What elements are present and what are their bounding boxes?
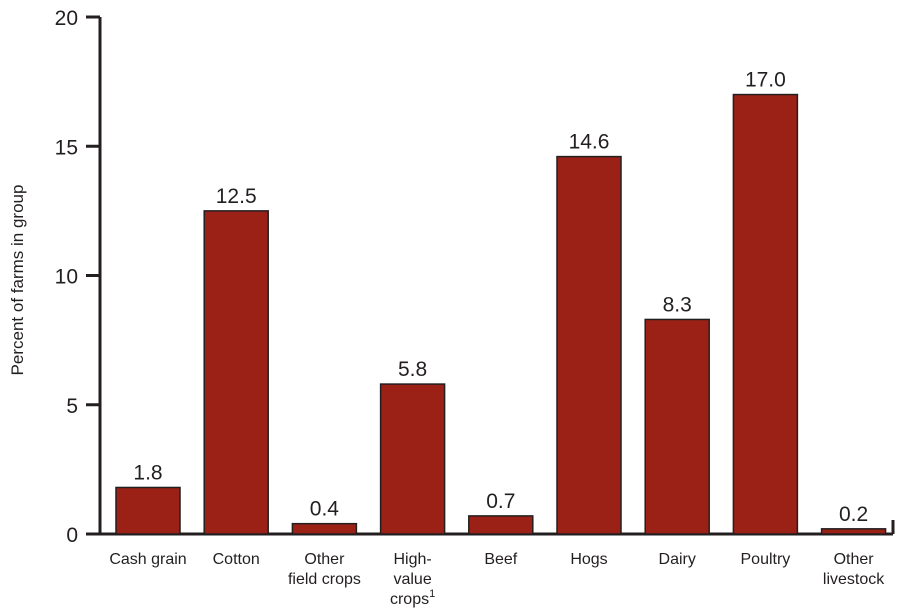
category-label-line: Other [304, 551, 345, 568]
category-label-line: livestock [823, 571, 885, 588]
category-label: Dairy [659, 551, 696, 568]
bar [379, 383, 446, 535]
category-label-line: Other [834, 551, 875, 568]
y-tick-label: 20 [55, 7, 78, 30]
data-label: 1.8 [133, 461, 162, 484]
bar [468, 515, 534, 535]
category-label-line: High- [393, 551, 431, 568]
category-label-line: Dairy [659, 551, 696, 568]
bar [115, 486, 181, 535]
category-label-line: Beef [484, 551, 517, 568]
labels: 1.8 Cash grain 12.5 Cotton 0.4 Other field cro… [109, 69, 885, 608]
data-label: 0.7 [486, 490, 515, 513]
category-label: Hogs [570, 551, 607, 568]
y-tick-label: 10 [55, 266, 78, 289]
data-label: 0.4 [310, 498, 340, 521]
category-label-line: field crops [288, 571, 361, 588]
data-label: 17.0 [745, 69, 786, 92]
data-label: 12.5 [216, 185, 257, 208]
category-label: Cotton [213, 551, 260, 568]
category-label-line: Poultry [741, 551, 791, 568]
y-tick-label: 0 [66, 524, 78, 547]
footnote-mark: 1 [429, 588, 435, 600]
data-label: 14.6 [569, 131, 610, 154]
category-label-line: crops [390, 591, 429, 608]
bar [732, 93, 799, 535]
bars [115, 93, 887, 535]
category-label-line: value [393, 571, 431, 588]
category-label: Beef [484, 551, 517, 568]
bar [820, 528, 887, 535]
category-label: Cash grain [109, 551, 186, 568]
data-label: 0.2 [839, 503, 868, 526]
category-label-line: Hogs [570, 551, 607, 568]
bar [556, 155, 622, 535]
category-label: Poultry [741, 551, 791, 568]
data-label: 8.3 [663, 293, 692, 316]
bar [291, 522, 358, 535]
bar [644, 318, 710, 535]
y-tick-label: 15 [55, 136, 78, 159]
category-label-line: Cash grain [109, 551, 186, 568]
category-label-line: Cotton [213, 551, 260, 568]
bar [203, 210, 269, 535]
category-label: Other field crops [288, 551, 361, 588]
y-tick-label: 5 [66, 395, 78, 418]
category-label: High-value crops1 [390, 551, 435, 608]
category-label: Other livestock [823, 551, 885, 588]
y-axis-title: Percent of farms in group [8, 185, 27, 376]
data-label: 5.8 [398, 358, 427, 381]
